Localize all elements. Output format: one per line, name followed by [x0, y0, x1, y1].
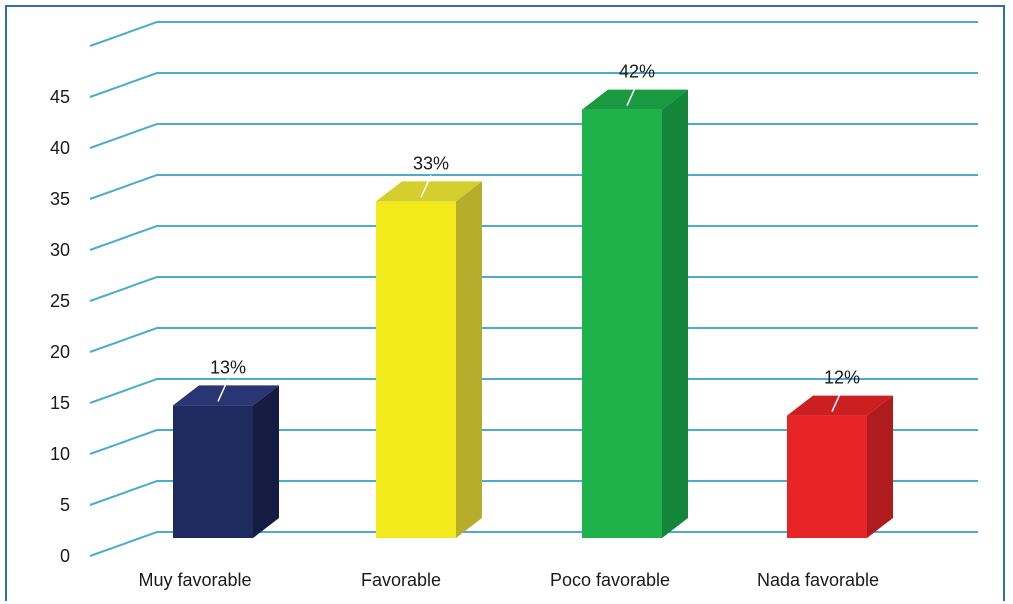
bar-top: [173, 385, 279, 406]
bar-0: 13%: [173, 357, 279, 538]
y-tick-label: 10: [50, 444, 70, 464]
bar-side: [253, 385, 279, 538]
x-axis-labels: Muy favorable Favorable Poco favorable Nada…: [138, 570, 879, 590]
y-tick-label: 15: [50, 393, 70, 413]
bar-side: [662, 89, 688, 538]
data-label: 12%: [824, 368, 860, 388]
x-category-label: Poco favorable: [550, 570, 670, 590]
gridline: [89, 378, 978, 404]
bar-3: 12%: [787, 368, 893, 538]
data-label-leader: [420, 175, 432, 198]
y-tick-label: 45: [50, 87, 70, 107]
y-tick-label: 40: [50, 138, 70, 158]
gridline: [89, 72, 978, 98]
gridline: [89, 21, 978, 47]
data-label: 33%: [413, 153, 449, 173]
bar-front: [787, 415, 867, 538]
x-category-label: Muy favorable: [138, 570, 251, 590]
gridline: [89, 174, 978, 200]
y-tick-label: 5: [60, 495, 70, 515]
data-label-leader: [626, 83, 638, 106]
bar-front: [173, 405, 253, 538]
y-tick-label: 35: [50, 189, 70, 209]
y-axis-labels: 0 5 10 15 20 25 30 35 40 45: [50, 87, 70, 566]
gridline: [89, 123, 978, 149]
gridline: [89, 429, 978, 455]
bar-top: [787, 395, 893, 416]
data-label-leader: [217, 379, 229, 402]
y-tick-label: 25: [50, 291, 70, 311]
bars: 13% 33% 42% 12%: [173, 62, 893, 538]
gridlines: [89, 21, 978, 557]
bar-side: [867, 395, 893, 538]
bar-side: [456, 181, 482, 538]
bar-1: 33%: [376, 153, 482, 538]
x-category-label: Nada favorable: [757, 570, 879, 590]
bar-front: [376, 201, 456, 538]
gridline: [89, 531, 978, 557]
data-label: 42%: [619, 62, 655, 82]
x-category-label: Favorable: [361, 570, 441, 590]
bar-front: [582, 109, 662, 538]
y-tick-label: 20: [50, 342, 70, 362]
gridline: [89, 225, 978, 251]
data-label-leader: [831, 389, 843, 412]
bar-2: 42%: [582, 62, 688, 538]
y-tick-label: 30: [50, 240, 70, 260]
gridline: [89, 480, 978, 506]
y-tick-label: 0: [60, 546, 70, 566]
bar-top: [376, 181, 482, 202]
gridline: [89, 327, 978, 353]
gridline: [89, 276, 978, 302]
data-label: 13%: [210, 357, 246, 377]
bar-top: [582, 89, 688, 110]
